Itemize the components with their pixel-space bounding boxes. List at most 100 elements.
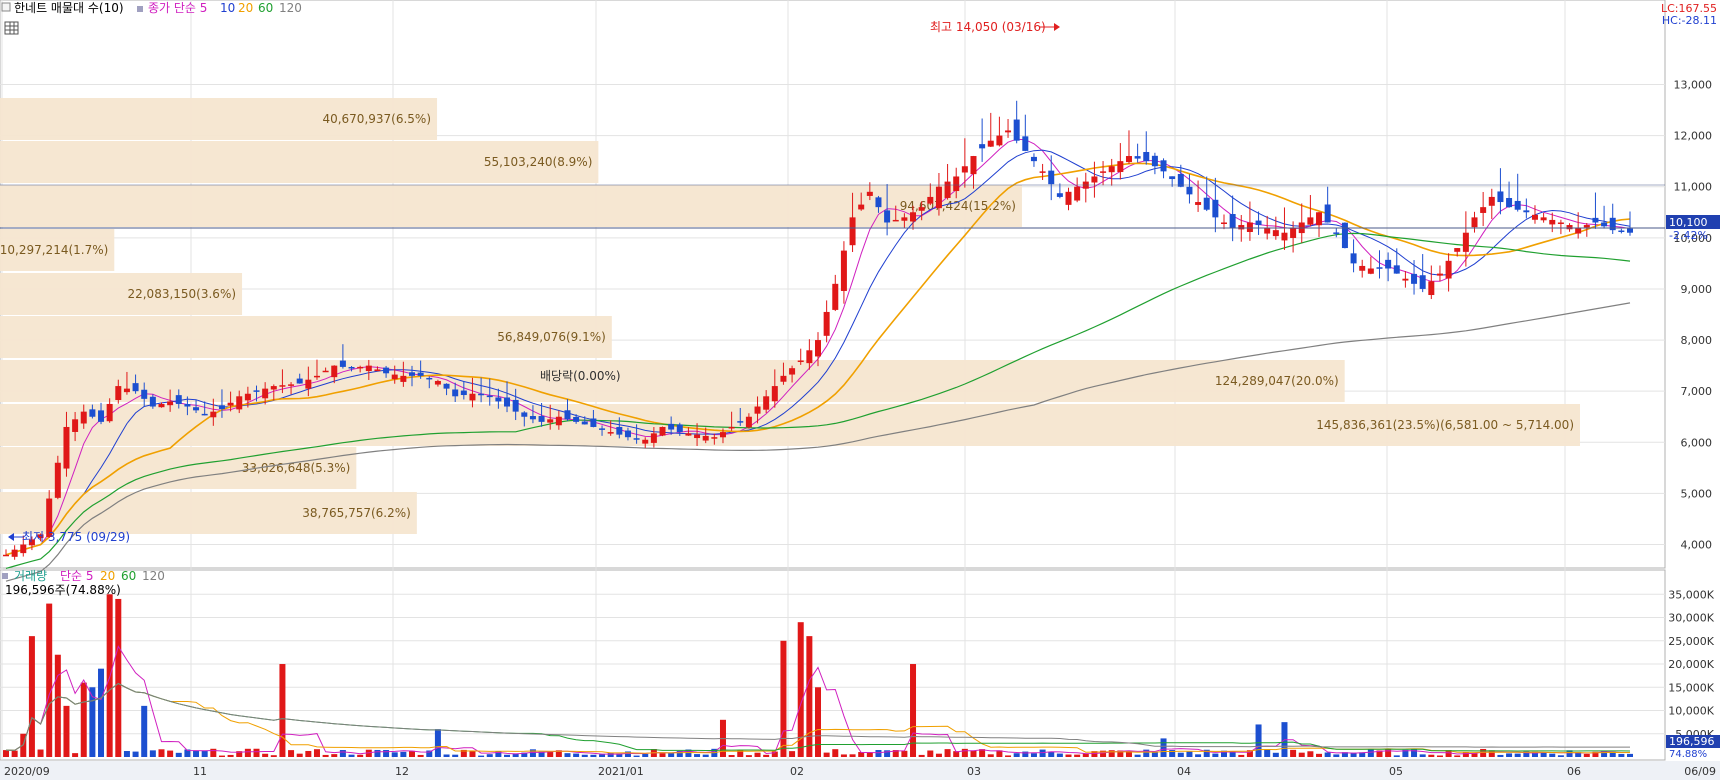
volume-bar [201,750,208,757]
candle-body [244,393,251,401]
date-tick-label: 11 [193,765,207,778]
candle-body [564,410,571,420]
candle-body [1221,222,1227,224]
volume-bar [305,750,312,757]
candle-body [28,539,35,546]
volume-bar [348,754,355,757]
volume-bar [409,750,415,757]
volume-bar [279,664,286,757]
candle-body [426,377,433,380]
candle-body [63,426,70,469]
volume-profile-bar [0,141,599,183]
candle-body [935,186,942,209]
volume-bar [374,749,381,757]
volume-bar [167,750,174,757]
candle-body [1436,273,1443,276]
candle-body [3,554,9,557]
candle-body [1074,186,1081,201]
volume-bar [1229,751,1236,757]
volume-bar [270,755,277,757]
volume-bar [1134,754,1141,757]
volume-bar [702,754,709,757]
volume-bar [1506,753,1513,757]
current-price-tag [1666,215,1720,229]
volume-bar [599,754,606,757]
volume-bar [737,749,744,757]
candle-body [296,378,303,384]
volume-bar [486,754,493,757]
candle-body [642,439,649,444]
candle-body [1203,197,1210,210]
candle-body [650,433,657,443]
volume-bar [1022,751,1029,757]
volume-bar [1255,724,1262,757]
candle-body [694,434,701,439]
volume-bar [288,750,295,757]
candle-body [409,372,415,376]
candle-body [996,135,1003,146]
volume-bar [1186,751,1193,757]
volume-profile-bar [0,229,115,271]
volume-bar [823,752,830,757]
hc-readout: HC:-28.11 [1662,14,1717,27]
volume-bar [331,754,338,757]
current-change-value: -2.42% [1669,229,1708,242]
candle-body [1471,217,1478,228]
candle-body [1609,217,1616,231]
candle-body [149,396,156,407]
candle-body [1592,217,1599,223]
volume-bar [46,603,53,757]
candle-body [1324,204,1331,223]
candle-body [504,397,511,407]
ma-marker-icon [137,6,143,12]
low-arrow-icon [8,533,14,541]
candle-body [434,380,441,385]
volume-bar [1385,749,1392,757]
candle-body [1065,191,1072,205]
candle-body [1169,176,1176,180]
candle-body [201,413,208,416]
candle-body [1022,136,1029,151]
candle-body [987,140,994,147]
candle-body [573,416,580,422]
candle-body [54,462,61,498]
candle-body [158,403,165,408]
candle-body [1048,170,1055,185]
volume-bar [1411,748,1418,757]
candle-body [866,191,873,196]
candle-body [1531,214,1538,220]
volume-bar [253,748,260,757]
candle-body [106,403,113,422]
price-tick-label: 4,000 [1681,539,1713,552]
moving-average-line [5,302,1631,582]
volume-bar [37,749,44,757]
table-toggle-icon[interactable] [4,21,19,35]
volume-bar [1316,753,1323,757]
candle-body [218,405,225,410]
current-volume-pct: 74.88% [1669,749,1707,760]
candle-body [676,424,683,433]
volume-bar [426,750,433,757]
volume-bar [1151,752,1158,757]
volume-bar [495,751,502,757]
volume-bar [1195,754,1202,757]
volume-profile-bar [0,98,438,140]
volume-bar [63,705,70,757]
candle-body [1186,186,1193,195]
volume-bar [98,668,105,757]
volume-bar [1143,749,1150,757]
candle-body [1385,259,1392,269]
volume-bar [1471,753,1478,757]
candle-body [1523,210,1530,213]
volume-bar [763,754,770,757]
high-arrow-icon [1054,23,1060,31]
candle-body [1195,202,1202,205]
volume-bar [3,750,9,757]
volume-bar [244,748,251,757]
x-axis-strip [0,761,1720,780]
volume-bar [158,749,165,757]
price-pane-marker-icon[interactable] [1,2,11,12]
volume-bar [642,754,649,757]
volume-bar [193,750,200,757]
